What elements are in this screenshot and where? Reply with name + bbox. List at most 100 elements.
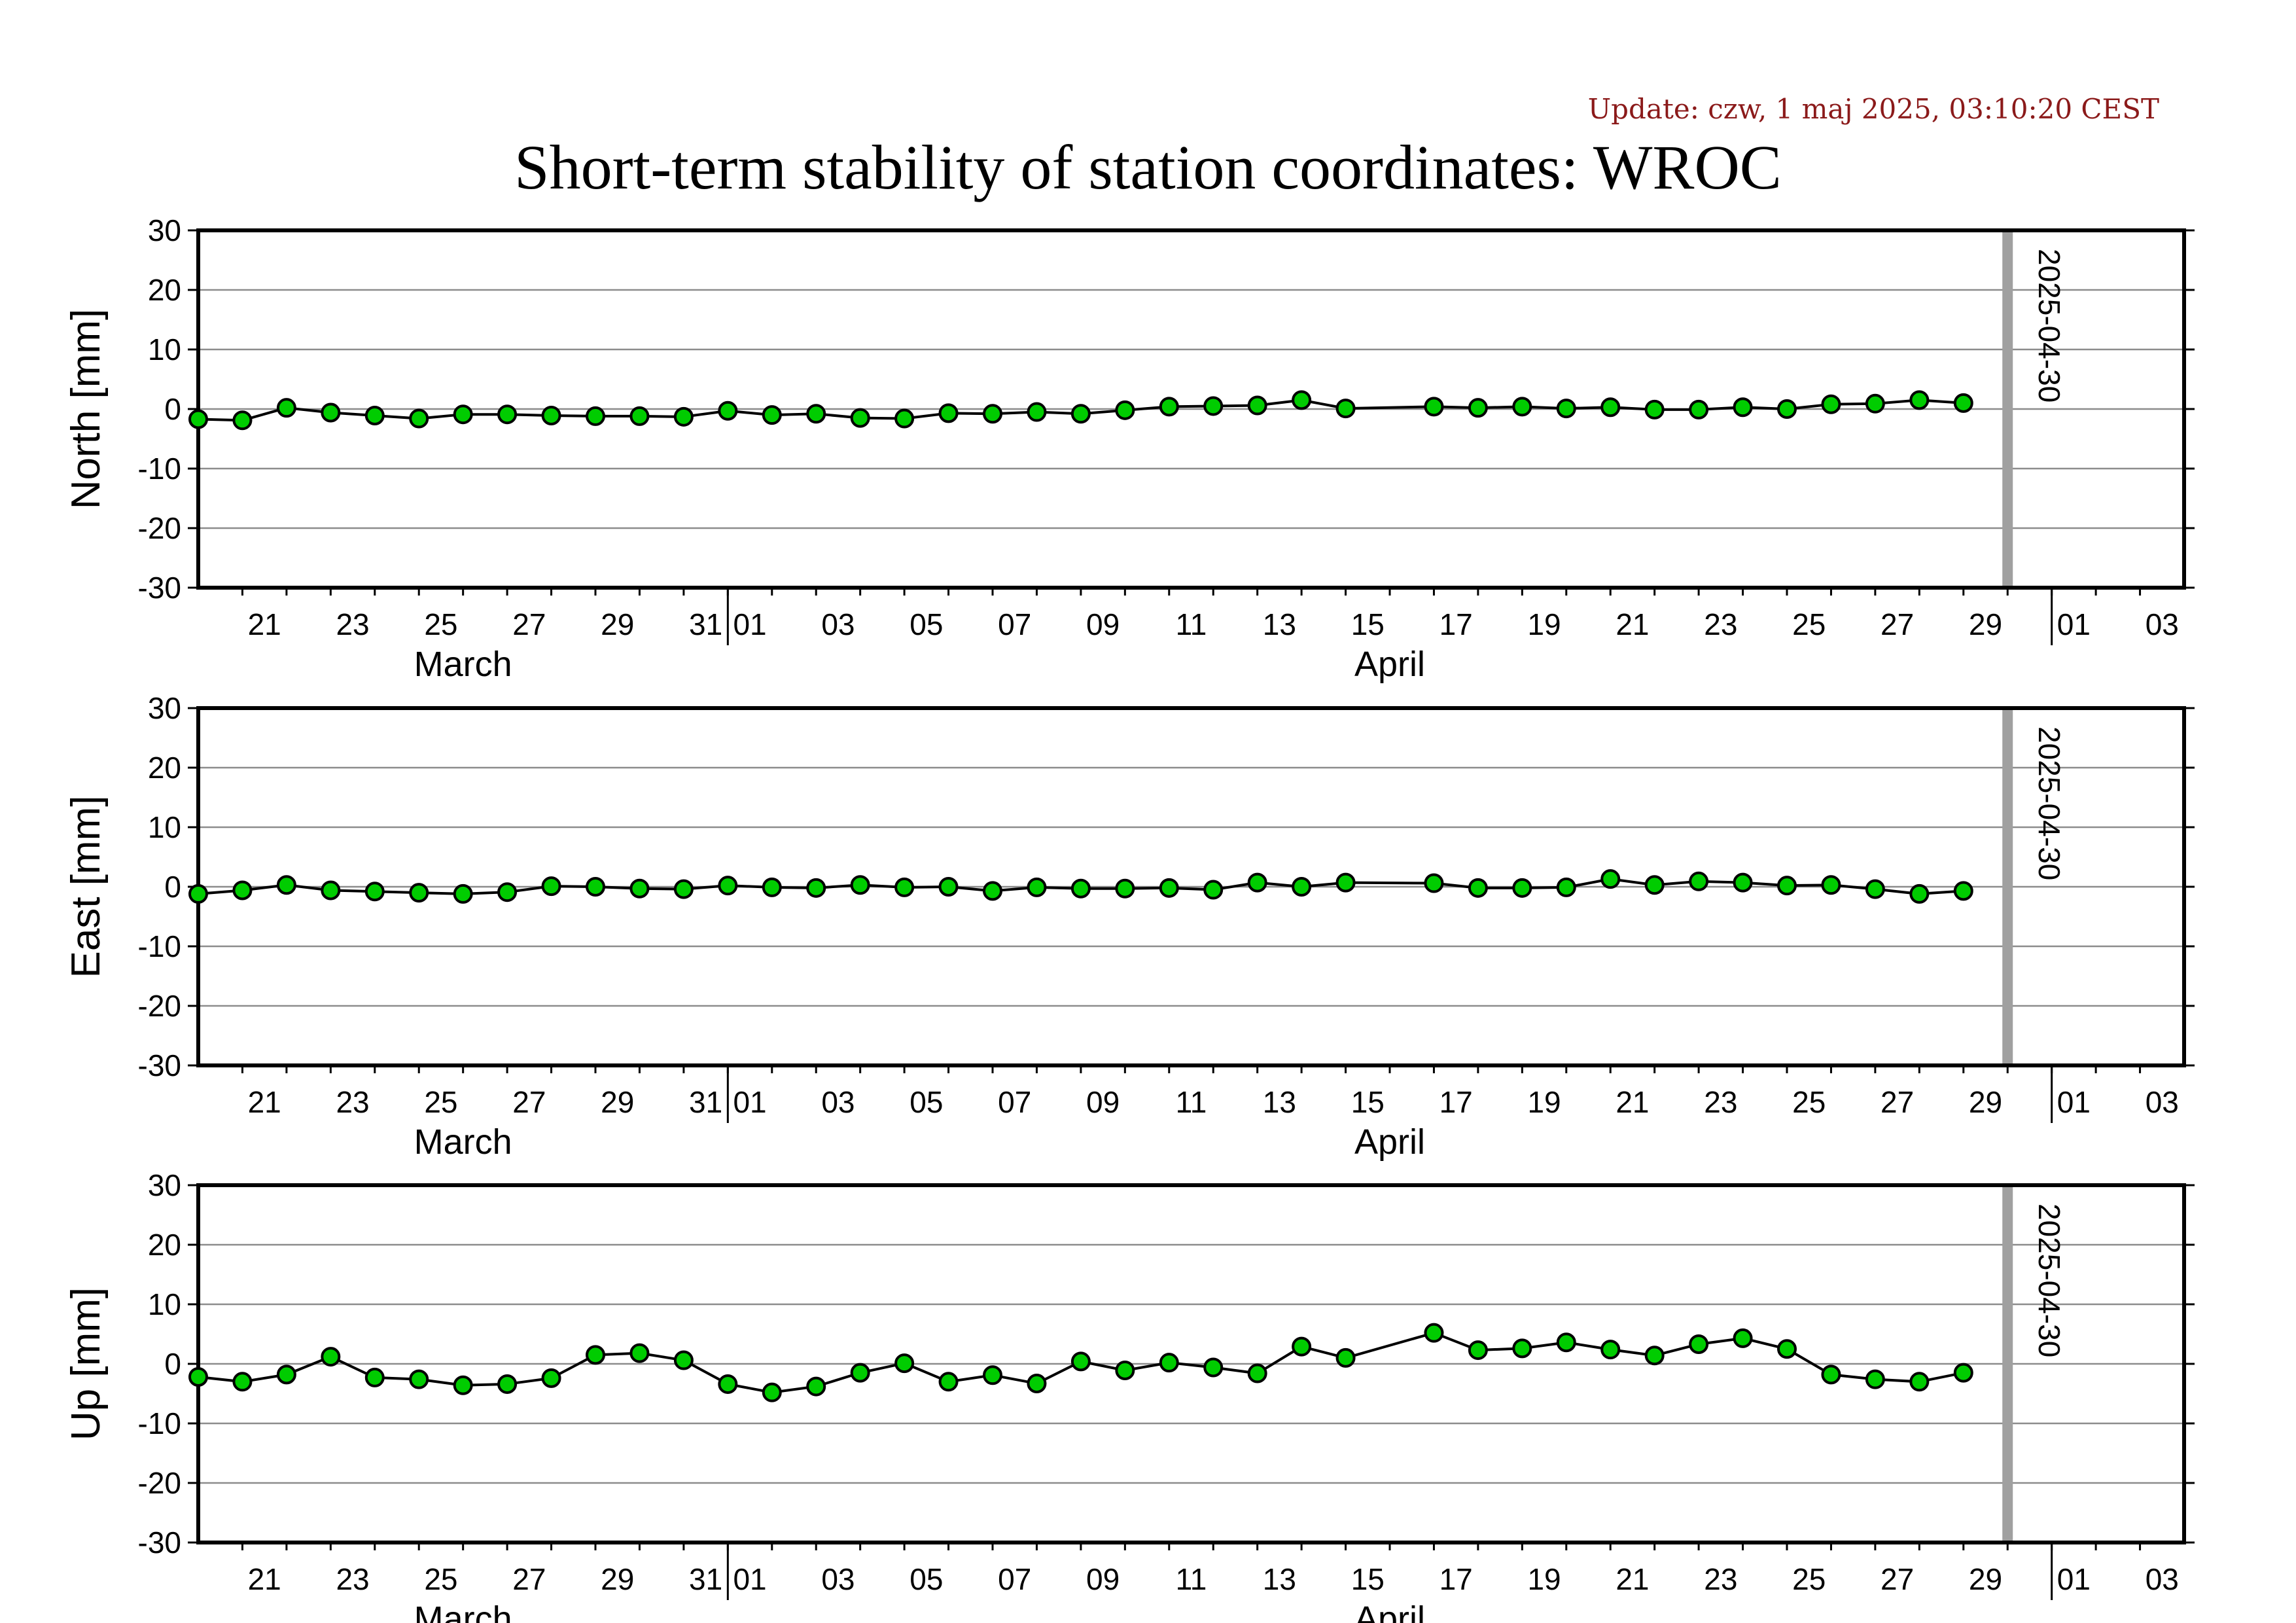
data-point — [894, 1353, 915, 1374]
data-point — [1027, 402, 1047, 422]
x-tick-label: 29 — [1969, 1562, 2002, 1596]
x-tick-label: 01 — [733, 1562, 766, 1596]
x-tick-label: 31 — [689, 1562, 722, 1596]
data-point — [762, 1382, 782, 1402]
x-tick-label: 15 — [1351, 607, 1385, 641]
data-point — [1644, 1346, 1665, 1366]
x-tick-label: 17 — [1439, 1085, 1473, 1119]
x-tick-label: 23 — [1704, 1085, 1737, 1119]
date-marker-label: 2025-04-30 — [2032, 249, 2066, 402]
data-point — [1909, 390, 1930, 410]
data-point — [629, 406, 650, 426]
x-tick-label: 27 — [512, 1085, 546, 1119]
x-tick-label: 03 — [2146, 607, 2179, 641]
data-point — [718, 401, 738, 421]
data-point — [762, 877, 782, 897]
data-point — [629, 1343, 650, 1363]
x-tick-label: 01 — [2057, 1562, 2091, 1596]
x-tick-label: 01 — [733, 607, 766, 641]
data-point — [364, 406, 385, 426]
x-tick-label: 25 — [1792, 1085, 1826, 1119]
data-point — [806, 1376, 826, 1397]
x-tick-label: 23 — [336, 1562, 369, 1596]
data-point — [1468, 398, 1488, 418]
y-tick-label: -20 — [138, 989, 181, 1023]
x-tick-label: 25 — [1792, 1562, 1826, 1596]
data-point — [1689, 1334, 1709, 1354]
data-point — [1777, 399, 1797, 419]
x-tick-label: 21 — [1616, 607, 1649, 641]
series-line — [198, 878, 1964, 895]
y-tick-label: -20 — [138, 511, 181, 545]
data-point — [586, 1345, 605, 1365]
data-point — [409, 883, 429, 903]
month-label: April — [1354, 1122, 1425, 1162]
data-point — [541, 876, 561, 897]
data-point — [1203, 1357, 1224, 1378]
data-point — [1159, 1353, 1179, 1373]
data-point — [1468, 1340, 1488, 1361]
x-tick-label: 11 — [1176, 1562, 1207, 1596]
data-point — [1070, 404, 1091, 424]
x-tick-label: 01 — [2057, 607, 2091, 641]
data-point — [1777, 876, 1797, 896]
y-tick-label: 10 — [148, 332, 181, 366]
y-tick-label: 30 — [148, 1168, 181, 1202]
x-tick-label: 21 — [248, 1085, 281, 1119]
data-point — [1644, 875, 1665, 895]
data-point — [1027, 1374, 1047, 1394]
data-point — [850, 1363, 870, 1383]
data-point — [983, 881, 1002, 901]
x-tick-label: 01 — [2057, 1085, 2091, 1119]
x-tick-label: 25 — [1792, 607, 1826, 641]
data-point — [1247, 872, 1267, 893]
month-label: March — [414, 1122, 512, 1162]
y-tick-label: 30 — [148, 691, 181, 725]
data-point — [232, 410, 253, 431]
x-tick-label: 31 — [689, 607, 722, 641]
data-point — [673, 406, 694, 427]
data-point — [1070, 878, 1091, 899]
data-point — [1115, 1361, 1135, 1381]
data-point — [894, 877, 915, 897]
data-point — [497, 1374, 518, 1394]
data-point — [188, 409, 208, 429]
data-point — [1909, 1372, 1930, 1392]
x-tick-label: 19 — [1527, 607, 1561, 641]
x-tick-label: 15 — [1351, 1562, 1385, 1596]
y-tick-label: 20 — [148, 751, 181, 785]
series-line — [198, 1331, 1964, 1394]
y-tick-label: -10 — [138, 452, 181, 486]
x-tick-label: 25 — [424, 1562, 457, 1596]
data-point — [1821, 1364, 1841, 1385]
x-tick-label: 23 — [336, 607, 369, 641]
y-tick-label: 10 — [148, 810, 181, 844]
data-point — [1159, 878, 1179, 898]
data-point — [1953, 881, 1973, 901]
data-point — [364, 1367, 385, 1387]
data-point — [1027, 877, 1047, 897]
data-point — [850, 875, 870, 895]
update-timestamp: Update: czw, 1 maj 2025, 03:10:20 CEST — [1587, 93, 2159, 125]
x-tick-label: 05 — [910, 607, 943, 641]
x-tick-label: 01 — [733, 1085, 766, 1119]
data-point — [409, 1369, 429, 1389]
data-point — [718, 1374, 738, 1394]
x-tick-label: 27 — [512, 607, 546, 641]
data-point — [497, 404, 518, 425]
x-tick-label: 03 — [821, 1562, 855, 1596]
data-point — [1115, 400, 1135, 420]
y-tick-label: -30 — [138, 571, 181, 605]
data-point — [321, 1347, 341, 1367]
data-point — [232, 1372, 253, 1392]
x-tick-label: 27 — [1881, 1085, 1914, 1119]
data-point — [1556, 1332, 1576, 1353]
data-point — [276, 398, 296, 418]
data-point — [1600, 1340, 1621, 1360]
data-point — [321, 880, 341, 901]
data-point — [1468, 878, 1488, 898]
data-point — [1512, 397, 1532, 417]
data-point — [1953, 1363, 1973, 1383]
